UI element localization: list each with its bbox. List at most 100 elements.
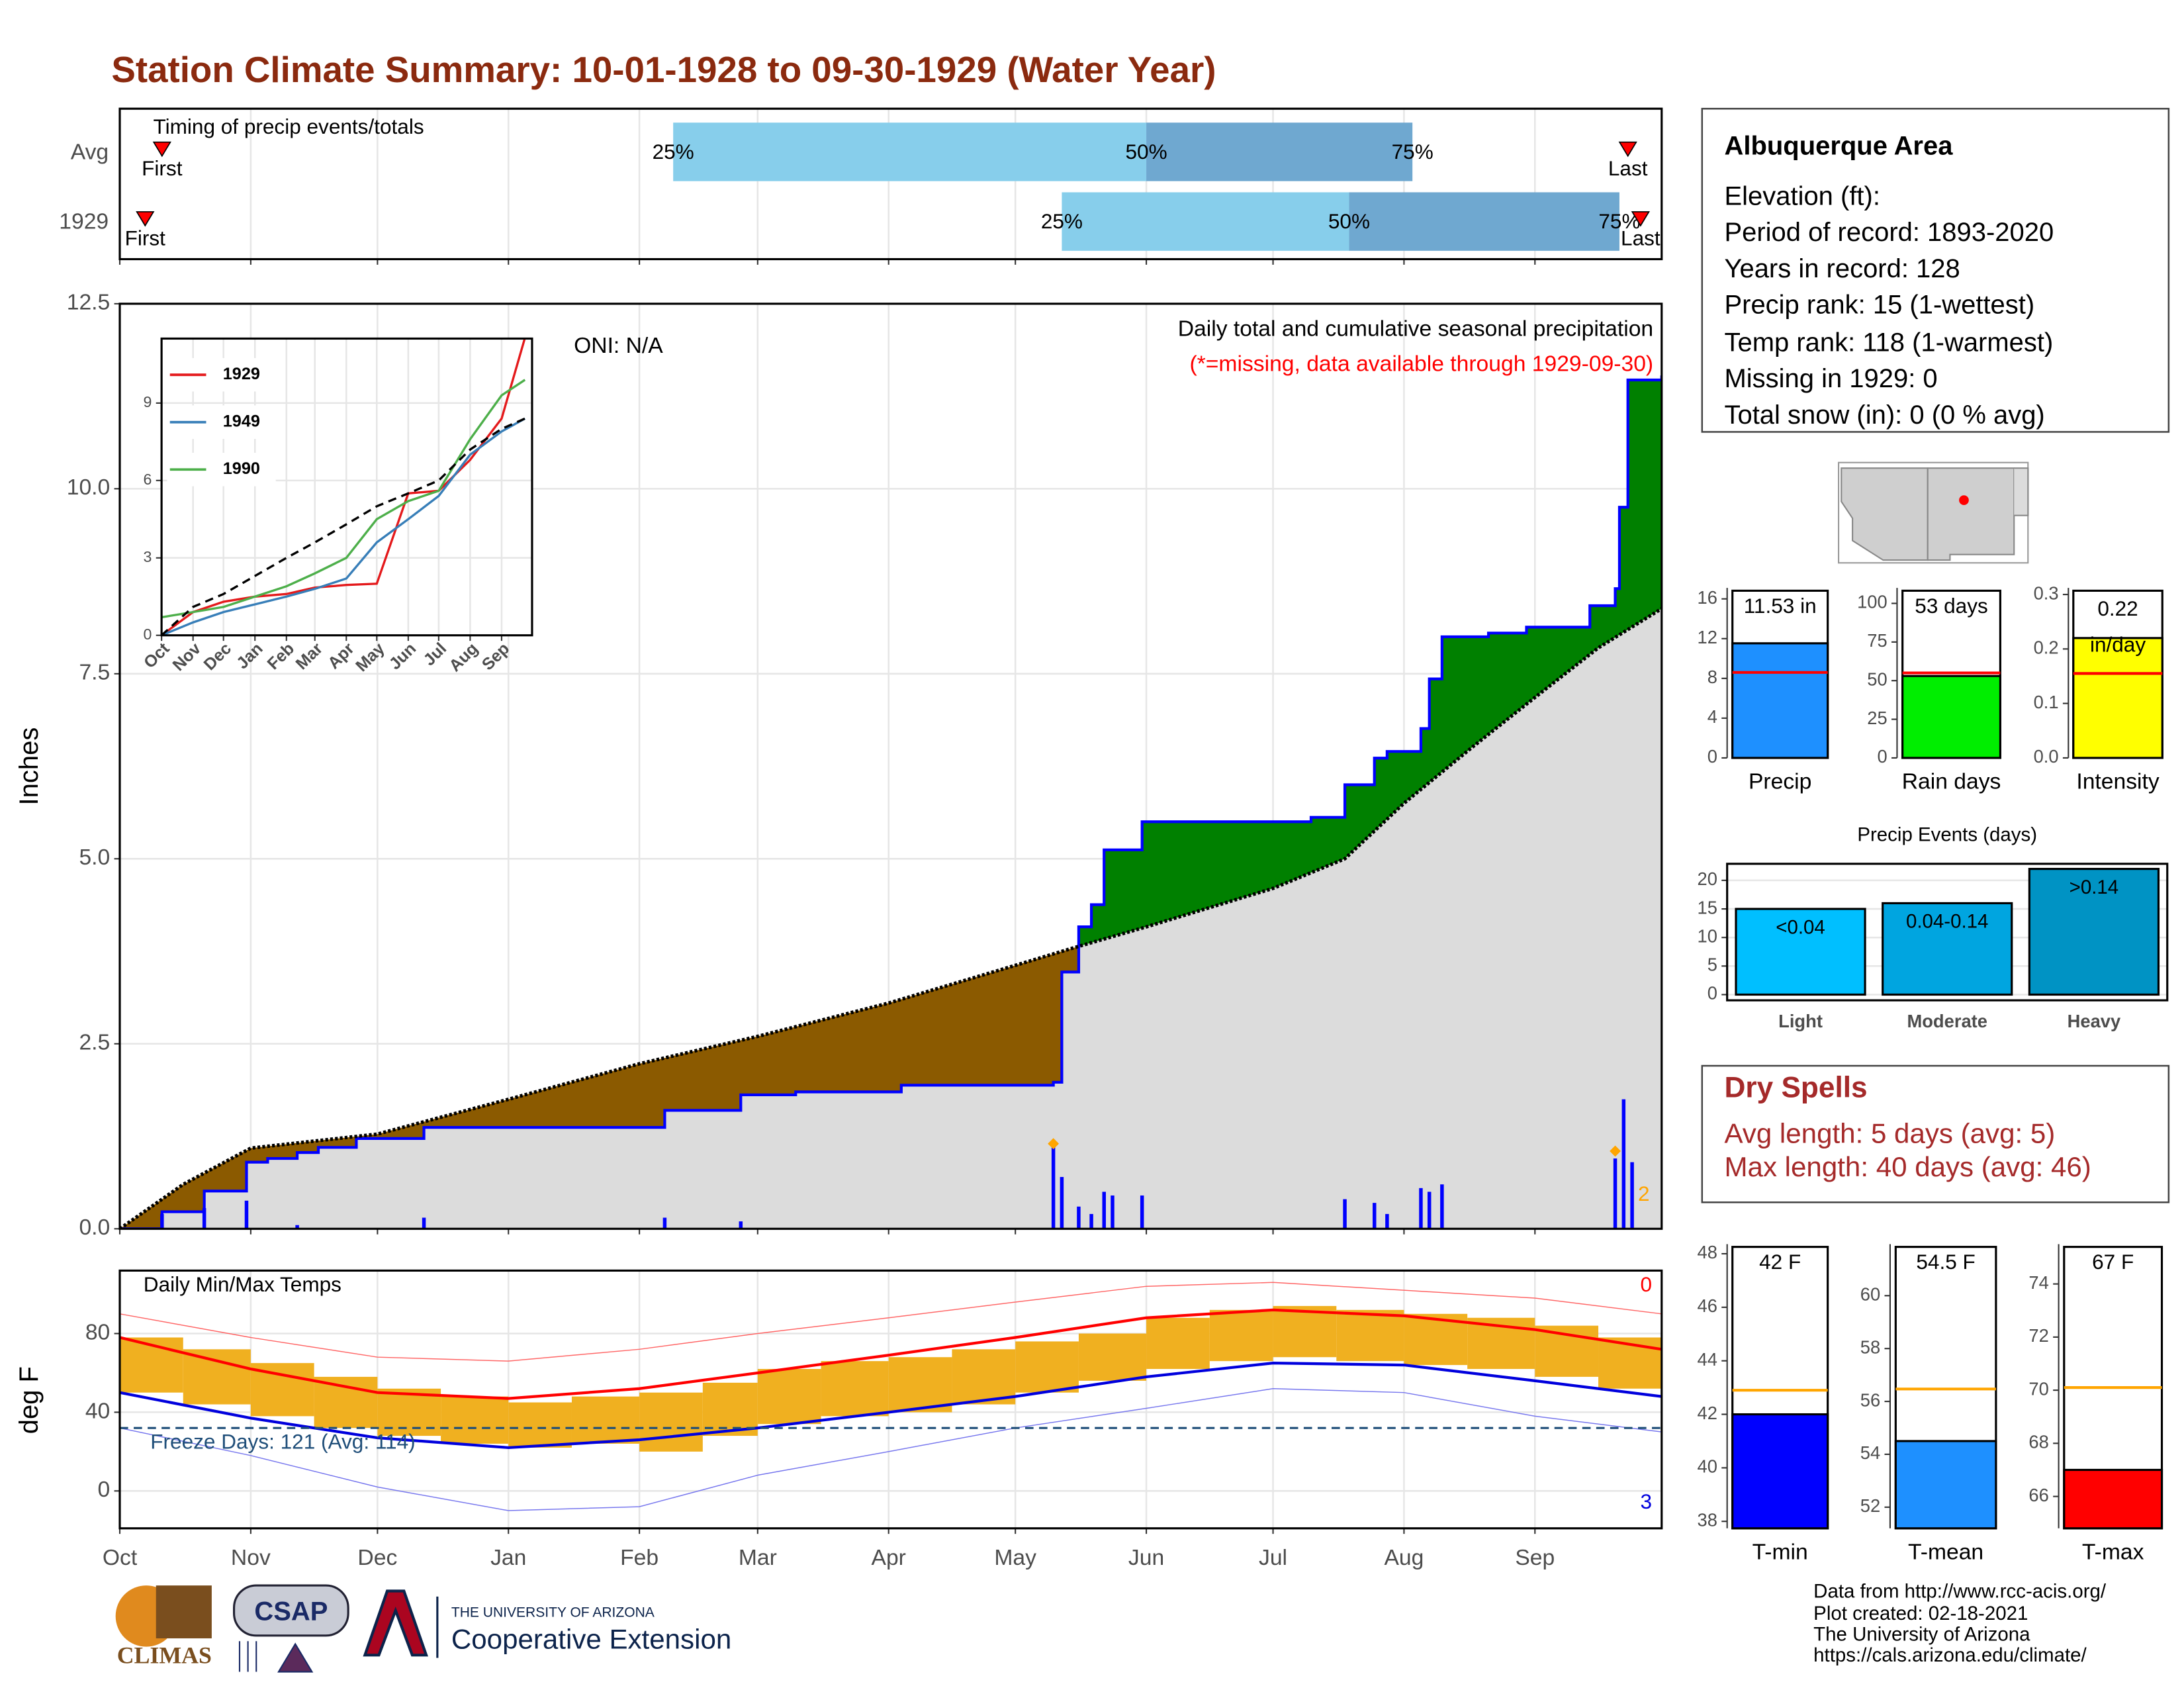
x-tick-label: Feb bbox=[620, 1546, 659, 1570]
temp-range-bar bbox=[639, 1392, 703, 1452]
footer-line: The University of Arizona bbox=[1813, 1624, 2030, 1646]
temp-range-bar bbox=[1015, 1341, 1079, 1393]
value-label: >0.14 bbox=[2070, 876, 2119, 898]
y-tick-label: 42 bbox=[1698, 1403, 1717, 1423]
dry-spells-line: Max length: 40 days (avg: 46) bbox=[1724, 1151, 2091, 1182]
bar bbox=[1735, 908, 1866, 996]
daily-bar bbox=[244, 1200, 249, 1229]
x-tick-label: May bbox=[994, 1546, 1036, 1570]
y-axis-title: Inches bbox=[15, 727, 44, 806]
quartile-label: 50% bbox=[1328, 209, 1370, 233]
temp-range-bar bbox=[1146, 1317, 1210, 1370]
logo-text: Cooperative Extension bbox=[451, 1623, 731, 1654]
x-tick-label: Aug bbox=[1384, 1546, 1424, 1570]
category-label: Intensity bbox=[2076, 770, 2160, 794]
annotation: 3 bbox=[1640, 1489, 1652, 1513]
bar bbox=[1882, 902, 2013, 996]
y-tick-label: 40 bbox=[1698, 1456, 1717, 1477]
y-tick-label: 40 bbox=[85, 1399, 110, 1423]
dry-spells-line: Avg length: 5 days (avg: 5) bbox=[1724, 1117, 2055, 1149]
y-tick-label: 58 bbox=[1860, 1336, 1880, 1357]
daily-bar bbox=[202, 1207, 206, 1229]
y-tick-label: 7.5 bbox=[79, 661, 110, 685]
annotation: ONI: N/A bbox=[574, 334, 663, 358]
daily-bar bbox=[1051, 1143, 1056, 1229]
y-tick-label: 44 bbox=[1698, 1349, 1717, 1370]
value-label: 53 days bbox=[1915, 594, 1988, 618]
y-tick-label: 6 bbox=[144, 471, 152, 488]
csap-cloud bbox=[232, 1584, 349, 1637]
y-tick-label: 0.0 bbox=[2034, 746, 2059, 767]
temp-range-bar bbox=[888, 1357, 952, 1413]
y-tick-label: 5 bbox=[1707, 955, 1717, 975]
plot-border bbox=[118, 303, 1663, 1230]
temp-range-bar bbox=[1209, 1309, 1273, 1362]
temp-range-bar bbox=[119, 1337, 183, 1393]
info-line: Missing in 1929: 0 bbox=[1724, 364, 1937, 393]
x-tick-label: Jun bbox=[1128, 1546, 1164, 1570]
cumulative-line bbox=[119, 607, 1662, 1229]
annotation: (*=missing, data available through 1929-… bbox=[1189, 352, 1653, 376]
x-tick-label: Dec bbox=[357, 1546, 397, 1570]
quartile-label: 75% bbox=[1392, 140, 1433, 164]
y-tick-label: 12.5 bbox=[67, 291, 111, 315]
info-box bbox=[1701, 107, 2170, 433]
y-tick-label: 74 bbox=[2028, 1272, 2048, 1293]
y-tick-label: 0.1 bbox=[2034, 692, 2059, 712]
first-marker bbox=[152, 141, 171, 158]
quartile-bar bbox=[1349, 192, 1619, 251]
annotation: 2 bbox=[1638, 1182, 1650, 1205]
bar bbox=[1731, 642, 1829, 759]
quartile-label: 25% bbox=[1041, 209, 1083, 233]
info-line: Years in record: 128 bbox=[1724, 254, 1960, 283]
value-label: <0.04 bbox=[1776, 916, 1825, 938]
y-tick-label: 2.5 bbox=[79, 1031, 110, 1055]
x-tick-label: Jul bbox=[1259, 1546, 1287, 1570]
y-tick-label: 25 bbox=[1867, 708, 1887, 728]
temp-line bbox=[119, 1388, 1662, 1511]
inset-line bbox=[161, 379, 526, 619]
y-tick-label: 50 bbox=[1867, 669, 1887, 689]
category-label: T-min bbox=[1752, 1540, 1808, 1565]
temp-range-bar bbox=[1598, 1337, 1662, 1389]
daily-bar bbox=[1419, 1188, 1423, 1229]
plot-border bbox=[160, 337, 533, 637]
y-tick-label: 3 bbox=[144, 548, 152, 565]
y-tick-label: 100 bbox=[1857, 592, 1888, 612]
temp-line bbox=[119, 1362, 1662, 1450]
quartile-label: 50% bbox=[1125, 140, 1167, 164]
daily-bar bbox=[160, 1213, 164, 1229]
y-tick-label: 75 bbox=[1867, 630, 1887, 651]
x-tick-label: Sep bbox=[1515, 1546, 1555, 1570]
bar bbox=[2072, 637, 2163, 759]
daily-bar bbox=[1385, 1213, 1389, 1229]
plot-border bbox=[1726, 863, 2169, 1002]
plot-border bbox=[118, 107, 1663, 261]
first-marker bbox=[136, 211, 155, 227]
bar bbox=[2028, 868, 2160, 996]
daily-bar bbox=[422, 1217, 426, 1229]
y-tick-label: 66 bbox=[2028, 1485, 2048, 1505]
temp-line bbox=[119, 1308, 1662, 1400]
daily-bar bbox=[295, 1225, 299, 1229]
inset-line bbox=[161, 417, 526, 635]
temp-range-bar bbox=[571, 1396, 640, 1444]
value-label: 0.04-0.14 bbox=[1906, 911, 1988, 933]
temp-range-bar bbox=[952, 1349, 1016, 1405]
logo-text: CSAP bbox=[254, 1597, 328, 1626]
x-tick-label: Jan bbox=[490, 1546, 526, 1570]
category-label: Precip bbox=[1749, 770, 1811, 794]
category-label: Rain days bbox=[1902, 770, 2001, 794]
shared-area bbox=[119, 608, 1662, 1229]
y-tick-label: 0 bbox=[98, 1477, 111, 1502]
max-marker bbox=[1610, 1145, 1621, 1157]
y-tick-label: 72 bbox=[2028, 1325, 2048, 1346]
y-tick-label: 9 bbox=[144, 393, 152, 410]
footer-line: Plot created: 02-18-2021 bbox=[1813, 1603, 2028, 1624]
y-tick-label: 54 bbox=[1860, 1442, 1880, 1463]
temp-range-bar bbox=[1336, 1309, 1404, 1362]
temp-range-bar bbox=[757, 1369, 821, 1425]
